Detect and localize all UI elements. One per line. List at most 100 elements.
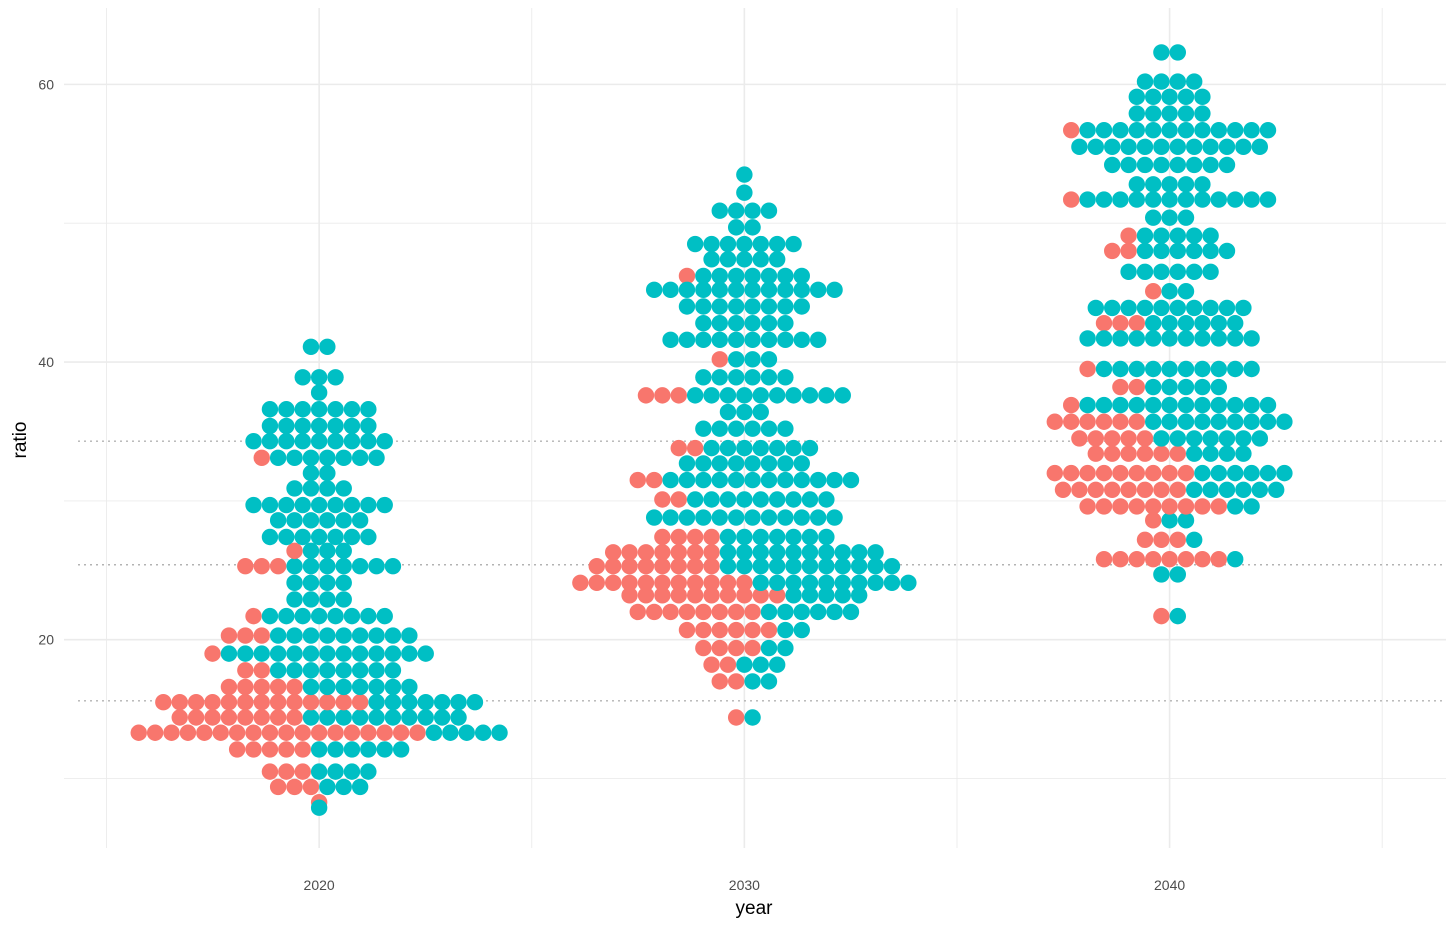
data-point-teal	[711, 267, 728, 285]
data-point-red	[670, 528, 687, 546]
data-point-teal	[760, 298, 778, 315]
data-point-teal	[310, 384, 328, 401]
data-point-red	[220, 709, 238, 726]
data-point-teal	[1095, 191, 1113, 208]
data-point-red	[220, 678, 238, 696]
data-point-teal	[335, 557, 352, 575]
data-point-teal	[368, 645, 385, 662]
data-point-teal	[1194, 413, 1211, 430]
data-point-teal	[768, 251, 786, 268]
data-point-teal	[793, 603, 810, 621]
data-point-teal	[343, 417, 361, 435]
data-point-red	[670, 574, 687, 592]
data-point-red	[187, 694, 205, 711]
data-point-red	[237, 694, 254, 711]
data-point-red	[261, 741, 279, 758]
data-point-teal	[1095, 396, 1113, 414]
data-point-teal	[302, 557, 320, 575]
data-point-teal	[368, 694, 385, 711]
data-point-teal	[695, 267, 712, 285]
data-point-teal	[1177, 209, 1195, 226]
data-point-teal	[368, 662, 385, 679]
data-point-teal	[809, 603, 827, 621]
data-point-teal	[319, 678, 336, 696]
data-point-red	[629, 471, 646, 489]
data-point-teal	[401, 709, 418, 726]
data-point-teal	[1235, 430, 1252, 447]
data-point-red	[302, 694, 320, 711]
data-point-red	[187, 709, 205, 726]
data-point-teal	[818, 491, 835, 508]
data-point-teal	[1120, 263, 1137, 281]
data-point-teal	[1161, 283, 1178, 300]
data-point-teal	[736, 557, 753, 575]
data-point-teal	[1177, 105, 1195, 122]
data-point-teal	[327, 763, 344, 780]
data-point-red	[1095, 464, 1113, 482]
data-point-teal	[867, 544, 884, 561]
data-point-red	[196, 724, 213, 741]
data-point-teal	[744, 202, 761, 219]
data-point-teal	[1169, 44, 1187, 61]
data-point-teal	[1186, 531, 1203, 548]
data-point-red	[351, 694, 369, 711]
data-point-teal	[1177, 360, 1195, 378]
data-point-red	[269, 678, 287, 696]
data-point-teal	[801, 544, 819, 561]
data-point-red	[654, 528, 671, 546]
data-point-teal	[703, 251, 720, 268]
data-point-red	[237, 557, 254, 575]
data-point-teal	[319, 512, 336, 529]
data-point-teal	[1177, 396, 1195, 414]
data-point-teal	[727, 281, 745, 299]
data-point-teal	[376, 496, 393, 514]
data-point-teal	[466, 694, 484, 711]
data-point-teal	[474, 724, 492, 741]
data-point-teal	[777, 603, 794, 621]
data-point-teal	[1243, 191, 1260, 208]
data-point-red	[1169, 481, 1187, 498]
data-point-red	[1161, 464, 1178, 482]
data-point-teal	[777, 267, 794, 285]
data-point-teal	[1145, 88, 1162, 106]
data-point-teal	[1128, 176, 1146, 193]
data-point-red	[1145, 464, 1162, 482]
data-point-teal	[834, 387, 851, 404]
data-point-teal	[752, 544, 769, 561]
data-point-teal	[826, 281, 843, 299]
data-point-teal	[302, 678, 320, 696]
data-point-teal	[1145, 330, 1162, 347]
data-point-teal	[319, 574, 336, 592]
data-point-red	[1128, 551, 1146, 568]
data-point-teal	[695, 420, 712, 437]
data-point-teal	[1136, 242, 1154, 260]
data-point-teal	[360, 763, 377, 780]
data-point-teal	[826, 509, 843, 526]
data-point-red	[253, 709, 270, 726]
data-point-teal	[286, 512, 303, 529]
data-point-teal	[1186, 481, 1203, 498]
data-point-teal	[1169, 263, 1187, 281]
data-point-teal	[1128, 360, 1146, 378]
data-point-teal	[1194, 360, 1211, 378]
data-point-teal	[286, 662, 303, 679]
data-point-red	[1120, 445, 1137, 462]
data-point-teal	[760, 331, 778, 349]
data-point-red	[703, 574, 720, 592]
data-point-red	[711, 639, 728, 657]
data-point-teal	[294, 417, 311, 435]
data-point-teal	[744, 351, 761, 368]
data-point-teal	[376, 741, 393, 758]
data-point-teal	[269, 645, 287, 662]
data-point-teal	[1210, 330, 1228, 347]
data-point-teal	[1169, 430, 1187, 447]
data-point-red	[1136, 445, 1154, 462]
data-point-teal	[335, 627, 352, 644]
data-point-teal	[1210, 314, 1228, 332]
data-point-teal	[319, 778, 336, 796]
data-point-teal	[727, 369, 745, 386]
data-point-teal	[351, 512, 369, 529]
data-point-red	[604, 544, 622, 561]
data-point-teal	[1079, 191, 1096, 208]
